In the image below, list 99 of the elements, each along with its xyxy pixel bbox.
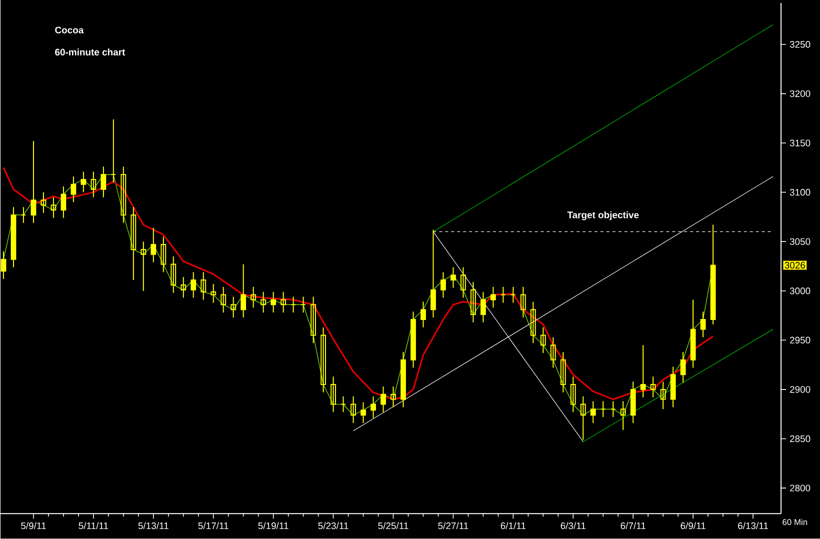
- candlestick: [170, 256, 176, 294]
- candlestick: [60, 186, 66, 219]
- x-tick-label: 5/19/11: [258, 522, 288, 530]
- text: 60 Min: [782, 519, 808, 526]
- candlestick: [80, 171, 86, 193]
- candlestick: [270, 292, 276, 314]
- candlestick: [160, 236, 166, 273]
- candlestick: [550, 336, 556, 368]
- candlestick: [210, 284, 216, 304]
- x-tick-label: 5/11/11: [78, 522, 108, 530]
- x-tick-label: 6/7/11: [620, 522, 646, 530]
- y-tick-label: 2900: [790, 386, 810, 393]
- candlestick: [370, 396, 376, 419]
- candlestick: [310, 296, 316, 344]
- candlestick: [110, 118, 116, 184]
- candlestick: [680, 352, 686, 384]
- candlestick: [650, 376, 656, 398]
- y-tick-label: 3050: [790, 238, 810, 246]
- candlestick: [0, 251, 6, 280]
- candlestick: [380, 386, 386, 413]
- x-tick-label: 6/13/11: [738, 522, 768, 530]
- x-tick-label: 5/25/11: [378, 522, 408, 530]
- candlestick: [710, 224, 716, 326]
- candlestick: [20, 206, 26, 224]
- candlestick: [140, 241, 146, 292]
- candlestick: [400, 352, 406, 408]
- candlestick: [580, 396, 586, 440]
- annotation: 3026: [784, 262, 806, 269]
- candlestick: [700, 311, 706, 338]
- x-tick-label: 6/3/11: [560, 522, 586, 530]
- candlestick: [300, 296, 306, 314]
- candlestick: [590, 400, 596, 424]
- candlestick: [50, 196, 56, 219]
- series-label: Target objective: [567, 212, 639, 220]
- candlestick: [320, 327, 326, 394]
- candlestick: [440, 272, 446, 298]
- y-tick-label: 3200: [790, 90, 810, 98]
- candlestick: [640, 344, 646, 398]
- y-tick-label: 2950: [790, 336, 810, 344]
- candlestick: [250, 286, 256, 308]
- candlestick: [670, 366, 676, 408]
- candlestick: [560, 352, 566, 394]
- candlestick: [540, 327, 546, 354]
- candlestick: [70, 176, 76, 203]
- candlestick: [180, 276, 186, 298]
- candlestick: [600, 400, 606, 418]
- x-tick-label: 5/13/11: [138, 522, 168, 530]
- candlestick: [430, 229, 436, 318]
- candlestick: [290, 296, 296, 314]
- candlestick: [610, 400, 616, 418]
- candlestick: [280, 292, 286, 314]
- candlestick: [330, 376, 336, 413]
- candlestick: [690, 299, 696, 368]
- x-tick-label: 6/1/11: [500, 522, 526, 530]
- candlestick: [520, 286, 526, 318]
- x-tick-label: 5/27/11: [438, 522, 468, 530]
- candlestick: [630, 381, 636, 424]
- candlestick: [530, 301, 536, 344]
- candlestick: [350, 396, 356, 424]
- candlestick: [500, 286, 506, 304]
- candlestick: [190, 272, 196, 298]
- candlestick: [90, 171, 96, 198]
- candlestick: [150, 227, 156, 263]
- y-tick-label: 2800: [790, 484, 810, 492]
- candlestick: [470, 282, 476, 324]
- y-tick-label: 3000: [790, 288, 810, 294]
- candlestick: [240, 264, 246, 318]
- candlestick: [260, 292, 266, 314]
- candlestick: [490, 286, 496, 308]
- candlestick: [510, 286, 516, 304]
- candlestick: [410, 311, 416, 368]
- candlestick: [340, 396, 346, 413]
- x-tick-label: 5/23/11: [318, 522, 348, 530]
- candlestick: [420, 301, 426, 328]
- y-tick-label: 2850: [790, 436, 810, 442]
- candlestick: [100, 166, 106, 198]
- candlestick: [220, 286, 226, 314]
- candlestick: [230, 296, 236, 318]
- text: 60-minute chart: [55, 48, 126, 56]
- candlestick: [660, 381, 666, 410]
- candlestick: [200, 272, 206, 300]
- candlestick: [390, 386, 396, 408]
- y-tick-label: 3100: [790, 189, 810, 196]
- candlestick: [450, 266, 456, 289]
- candlestick: [570, 376, 576, 413]
- x-tick-label: 5/9/11: [21, 522, 46, 530]
- candlestick: [40, 192, 46, 214]
- candlestick: [620, 400, 626, 431]
- candlestick: [460, 266, 466, 298]
- text: Cocoa: [55, 26, 84, 34]
- candlestick: [120, 166, 126, 224]
- candlestick: [30, 140, 36, 224]
- y-tick-label: 3150: [790, 140, 810, 147]
- x-tick-label: 5/17/11: [198, 522, 228, 530]
- y-tick-label: 3250: [790, 41, 810, 48]
- candlestick: [130, 206, 136, 281]
- candlestick: [480, 292, 486, 324]
- candlestick: [360, 402, 366, 424]
- x-tick-label: 6/9/11: [680, 522, 706, 530]
